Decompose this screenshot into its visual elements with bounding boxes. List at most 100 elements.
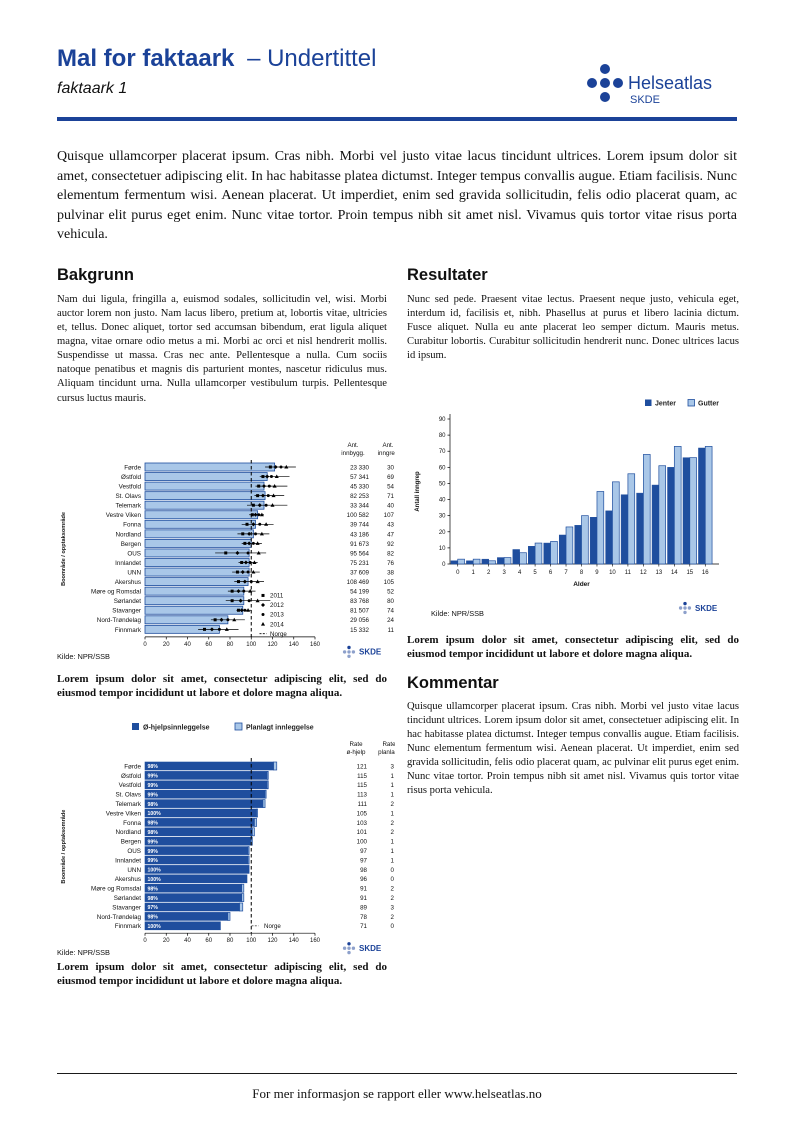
chart1-row: Telemark 33 344 40 [115,500,395,510]
svg-text:0: 0 [391,923,395,930]
chart3-group: 7 [558,526,574,576]
kommentar-text: Quisque ullamcorper placerat ipsum. Cras… [407,701,739,797]
header: Mal for faktaark – Undertittel faktaark … [57,45,737,112]
footer-text: For mer informasjon se rapport eller www… [252,1086,542,1101]
helseatlas-logo: Helseatlas SKDE [581,54,737,112]
chart1-row: Førde 23 330 30 [124,462,395,472]
svg-text:101: 101 [357,829,368,836]
svg-text:97: 97 [360,848,367,855]
heading-bakgrunn: Bakgrunn [57,266,135,284]
svg-text:2013: 2013 [270,612,284,619]
svg-text:160: 160 [310,642,321,648]
svg-text:0: 0 [391,876,395,883]
svg-text:16: 16 [702,570,709,576]
svg-text:12: 12 [640,570,647,576]
svg-text:74: 74 [387,608,394,615]
svg-text:39 744: 39 744 [350,522,369,529]
svg-text:Innlandet: Innlandet [115,560,141,567]
svg-text:St. Olavs: St. Olavs [115,792,141,799]
svg-text:99%: 99% [148,858,159,864]
svg-text:SKDE: SKDE [359,944,382,953]
resultater-text: Nunc sed pede. Praesent vitae lectus. Pr… [407,294,739,362]
chart3-group: 4 [512,549,527,576]
logo-sub-text: SKDE [630,94,660,106]
svg-text:121: 121 [357,763,368,770]
svg-text:2: 2 [391,829,395,836]
chart3-group: 13 [651,465,667,576]
svg-text:76: 76 [387,560,394,567]
svg-text:1: 1 [391,792,395,799]
svg-text:Kilde: NPR/SSB: Kilde: NPR/SSB [431,609,484,618]
chart2-row: UNN 100% 98 0 [127,865,395,874]
svg-text:98%: 98% [148,830,159,836]
svg-text:Sørlandet: Sørlandet [114,598,142,605]
svg-text:2014: 2014 [270,621,284,628]
svg-text:82 253: 82 253 [350,493,369,500]
chart2-svg: Ø-hjelpsinnleggelse Planlagt innleggelse R… [57,722,400,957]
svg-text:160: 160 [310,938,321,944]
chart2-row: Fonna 98% 103 2 [123,818,395,827]
chart3-group: 16 [698,446,713,576]
svg-text:78: 78 [360,914,367,921]
svg-text:43: 43 [387,522,394,529]
header-rule [57,117,737,121]
svg-text:120: 120 [267,642,278,648]
svg-text:2011: 2011 [270,593,284,600]
chart1-row: Nordland 43 186 47 [115,529,395,538]
svg-text:43 186: 43 186 [350,531,369,538]
svg-text:98%: 98% [148,802,159,808]
svg-text:Førde: Førde [124,763,141,770]
svg-text:98: 98 [360,867,367,874]
chart1-row: UNN 37 609 38 [127,567,395,576]
chart1-svg: Ant.innbygg.Ant.inngrepFørde23 33030Østf… [57,442,399,661]
chart2-row: Nordland 98% 101 2 [115,827,395,836]
title-subpart: – Undertittel [247,45,377,72]
svg-text:100%: 100% [148,811,162,817]
svg-text:1: 1 [391,848,395,855]
svg-text:Nordland: Nordland [115,829,141,836]
svg-text:100: 100 [357,839,368,846]
svg-text:10: 10 [609,570,616,576]
chart3-group: 3 [497,557,512,576]
svg-text:Norge: Norge [270,631,287,638]
heading-kommentar: Kommentar [407,674,499,692]
svg-text:Ø-hjelpsinnleggelse: Ø-hjelpsinnleggelse [143,725,210,732]
svg-text:15 332: 15 332 [350,627,369,634]
svg-text:inngrep: inngrep [378,450,395,457]
svg-text:Rate: Rate [349,741,363,748]
logo-name-text: Helseatlas [628,73,712,93]
svg-text:99%: 99% [148,839,159,845]
svg-text:5: 5 [533,570,537,576]
skde-corner-logo: SKDE [342,645,382,658]
chart3-group: 11 [620,473,636,576]
chart1-row: Finnmark 15 332 11 [115,624,395,634]
svg-text:99%: 99% [148,849,159,855]
svg-text:0: 0 [456,570,460,576]
svg-text:57 341: 57 341 [350,474,369,481]
chart2-row: Finnmark 100% 71 0 [115,921,395,930]
svg-text:9: 9 [595,570,599,576]
svg-text:92: 92 [387,541,394,548]
svg-text:SKDE: SKDE [359,648,382,657]
svg-text:90: 90 [439,417,446,423]
svg-text:SKDE: SKDE [695,604,718,613]
chart2-row: Sørlandet 98% 91 2 [114,893,395,902]
chart1-row: Akershus 108 469 105 [115,577,395,587]
svg-text:UNN: UNN [127,867,141,874]
svg-text:Førde: Førde [124,464,141,471]
svg-text:Finnmark: Finnmark [115,923,142,930]
svg-text:98%: 98% [148,821,159,827]
svg-text:2012: 2012 [270,602,284,609]
svg-text:29 056: 29 056 [350,617,369,624]
chart2-row: Bergen 99% 100 1 [121,836,395,846]
chart2-row: OUS 99% 97 1 [127,846,395,855]
svg-text:71: 71 [387,493,394,500]
chart1-caption: Lorem ipsum dolor sit amet, consectetur … [57,673,387,700]
svg-text:15: 15 [686,570,693,576]
svg-text:Akershus: Akershus [115,579,141,586]
chart1-row: Innlandet 75 231 76 [115,558,395,567]
svg-text:Kilde: NPR/SSB: Kilde: NPR/SSB [57,652,110,661]
svg-text:innbygg.: innbygg. [341,450,365,457]
svg-text:99%: 99% [148,792,159,798]
